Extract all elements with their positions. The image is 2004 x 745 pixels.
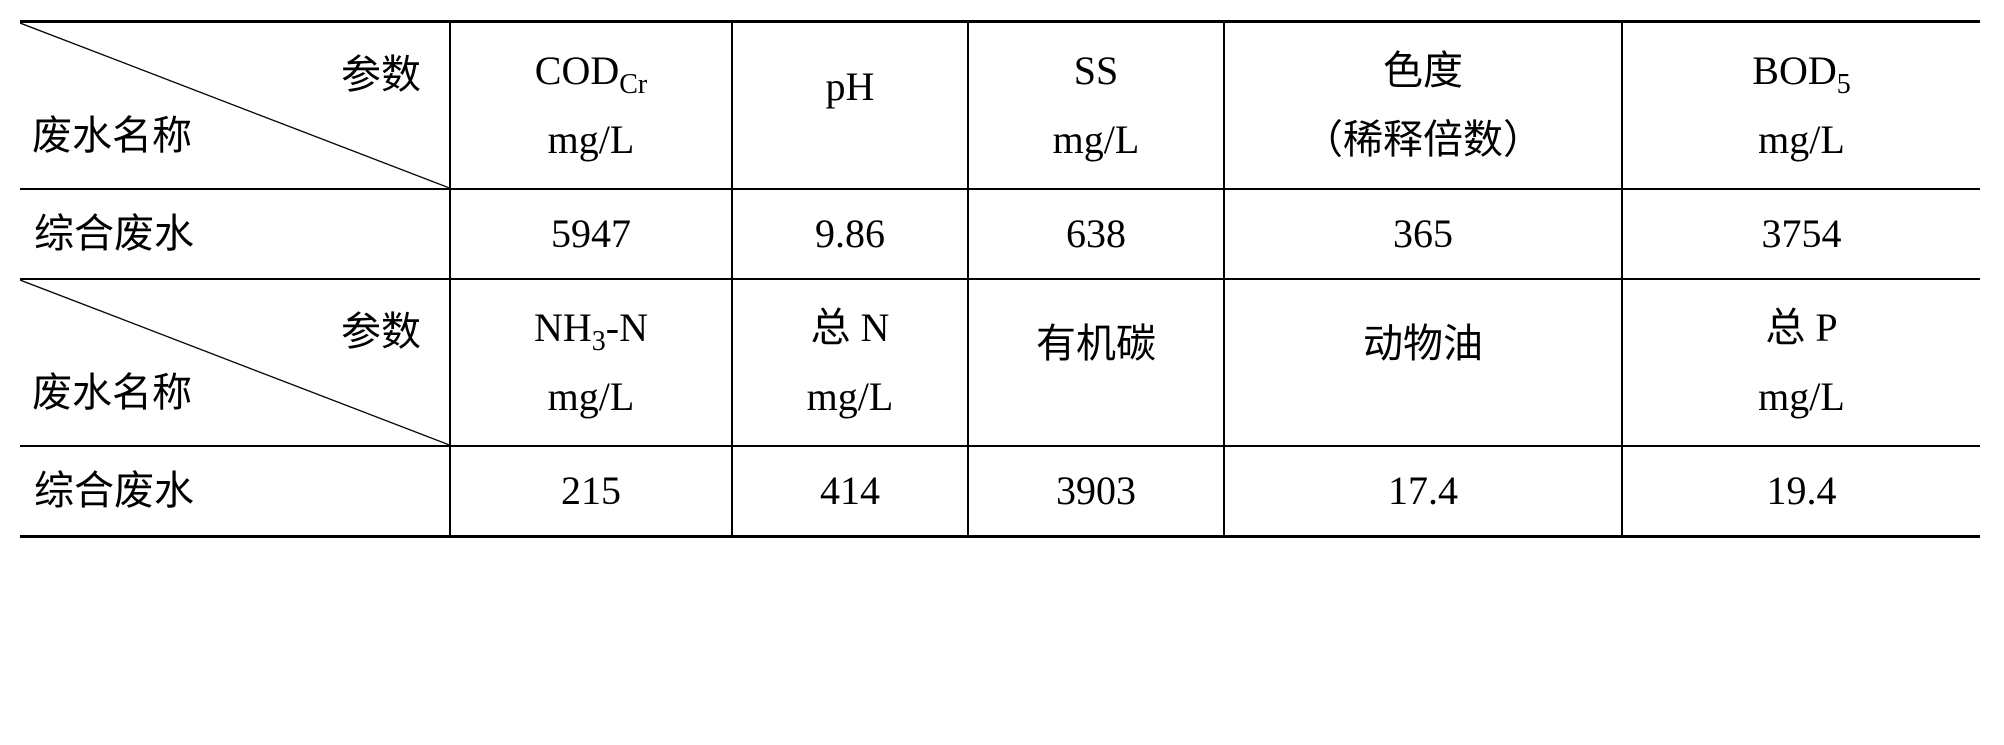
param-name: pH — [733, 55, 967, 124]
param-unit: mg/L — [733, 365, 967, 429]
value-cell: 5947 — [450, 189, 732, 279]
param-unit: mg/L — [451, 365, 731, 429]
param-header-cell: 总 P mg/L — [1622, 279, 1980, 446]
param-unit: mg/L — [451, 108, 731, 172]
diag-bottom-label: 废水名称 — [32, 361, 192, 425]
param-name: NH3-N — [451, 296, 731, 365]
param-header-cell: CODCr mg/L — [450, 22, 732, 189]
diagonal-header-cell: 参数 废水名称 — [20, 22, 450, 189]
diag-bottom-label: 废水名称 — [32, 104, 192, 168]
param-header-cell: SS mg/L — [968, 22, 1224, 189]
value-cell: 3903 — [968, 446, 1224, 537]
param-header-cell: BOD5 mg/L — [1622, 22, 1980, 189]
row-label-cell: 综合废水 — [20, 189, 450, 279]
param-name: 总 P — [1623, 296, 1980, 365]
param-name: 总 N — [733, 296, 967, 365]
param-header-cell: 动物油 — [1224, 279, 1622, 446]
param-header-cell: 色度 （稀释倍数） — [1224, 22, 1622, 189]
value-cell: 638 — [968, 189, 1224, 279]
param-name: 色度 — [1225, 39, 1621, 108]
value-cell: 3754 — [1622, 189, 1980, 279]
param-name: 有机碳 — [969, 312, 1223, 381]
param-name: BOD5 — [1623, 39, 1980, 108]
param-header-cell: 总 N mg/L — [732, 279, 968, 446]
param-header-cell: pH — [732, 22, 968, 189]
param-name: 动物油 — [1225, 312, 1621, 381]
wastewater-parameters-table: 参数 废水名称 CODCr mg/L pH SS — [20, 20, 1980, 538]
value-cell: 215 — [450, 446, 732, 537]
diagonal-header-cell: 参数 废水名称 — [20, 279, 450, 446]
value-cell: 19.4 — [1622, 446, 1980, 537]
diag-top-label: 参数 — [341, 43, 421, 107]
value-cell: 9.86 — [732, 189, 968, 279]
diag-top-label: 参数 — [341, 300, 421, 364]
param-name: CODCr — [451, 39, 731, 108]
param-unit: mg/L — [1623, 108, 1980, 172]
param-name: SS — [969, 39, 1223, 108]
param-unit: （稀释倍数） — [1225, 108, 1621, 172]
row-label-cell: 综合废水 — [20, 446, 450, 537]
param-header-cell: NH3-N mg/L — [450, 279, 732, 446]
param-header-cell: 有机碳 — [968, 279, 1224, 446]
value-cell: 414 — [732, 446, 968, 537]
param-unit: mg/L — [969, 108, 1223, 172]
value-cell: 365 — [1224, 189, 1622, 279]
value-cell: 17.4 — [1224, 446, 1622, 537]
param-unit: mg/L — [1623, 365, 1980, 429]
